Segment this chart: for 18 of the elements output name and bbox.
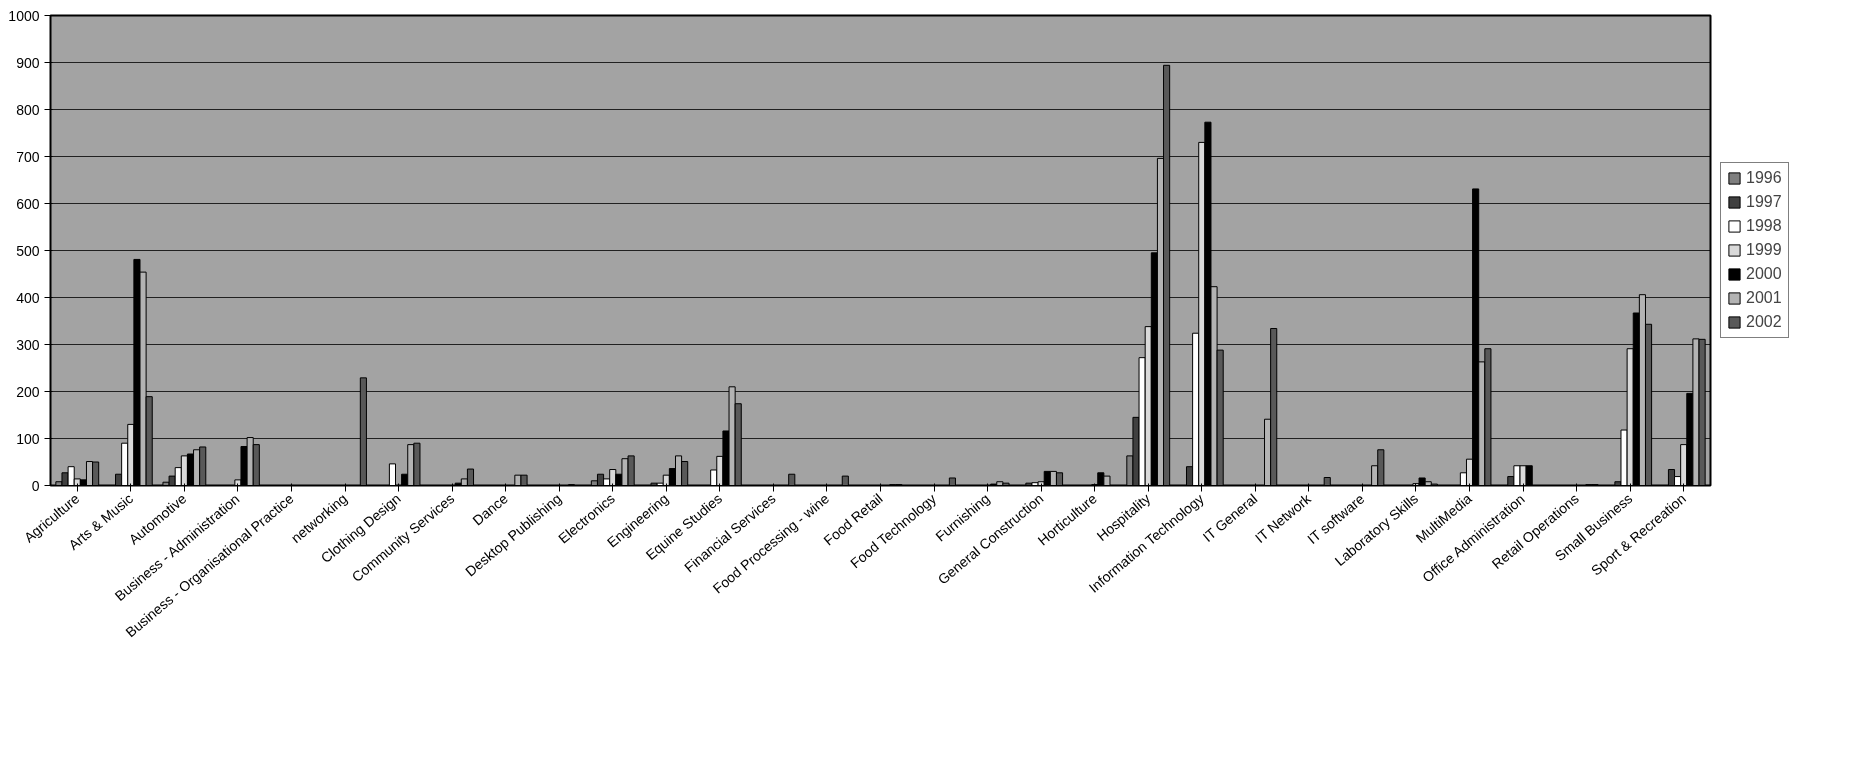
legend-label: 2000 [1746, 265, 1782, 283]
y-tick-label: 600 [16, 195, 40, 212]
y-tick-label: 500 [16, 242, 40, 259]
y-tick-label: 700 [16, 148, 40, 165]
legend-label: 1998 [1746, 217, 1782, 235]
y-tick-label: 900 [16, 54, 40, 71]
y-tick-label: 800 [16, 101, 40, 118]
y-tick-label: 1000 [8, 7, 40, 24]
y-tick-label: 300 [16, 336, 40, 353]
y-tick-label: 200 [16, 383, 40, 400]
legend-label: 2001 [1746, 289, 1782, 307]
legend-label: 1999 [1746, 241, 1782, 259]
legend-label: 1997 [1746, 193, 1782, 211]
legend-label: 2002 [1746, 313, 1782, 331]
y-tick-label: 400 [16, 289, 40, 306]
y-tick-label: 100 [16, 430, 40, 447]
legend-label: 1996 [1746, 169, 1782, 187]
y-tick-label: 0 [31, 477, 40, 494]
